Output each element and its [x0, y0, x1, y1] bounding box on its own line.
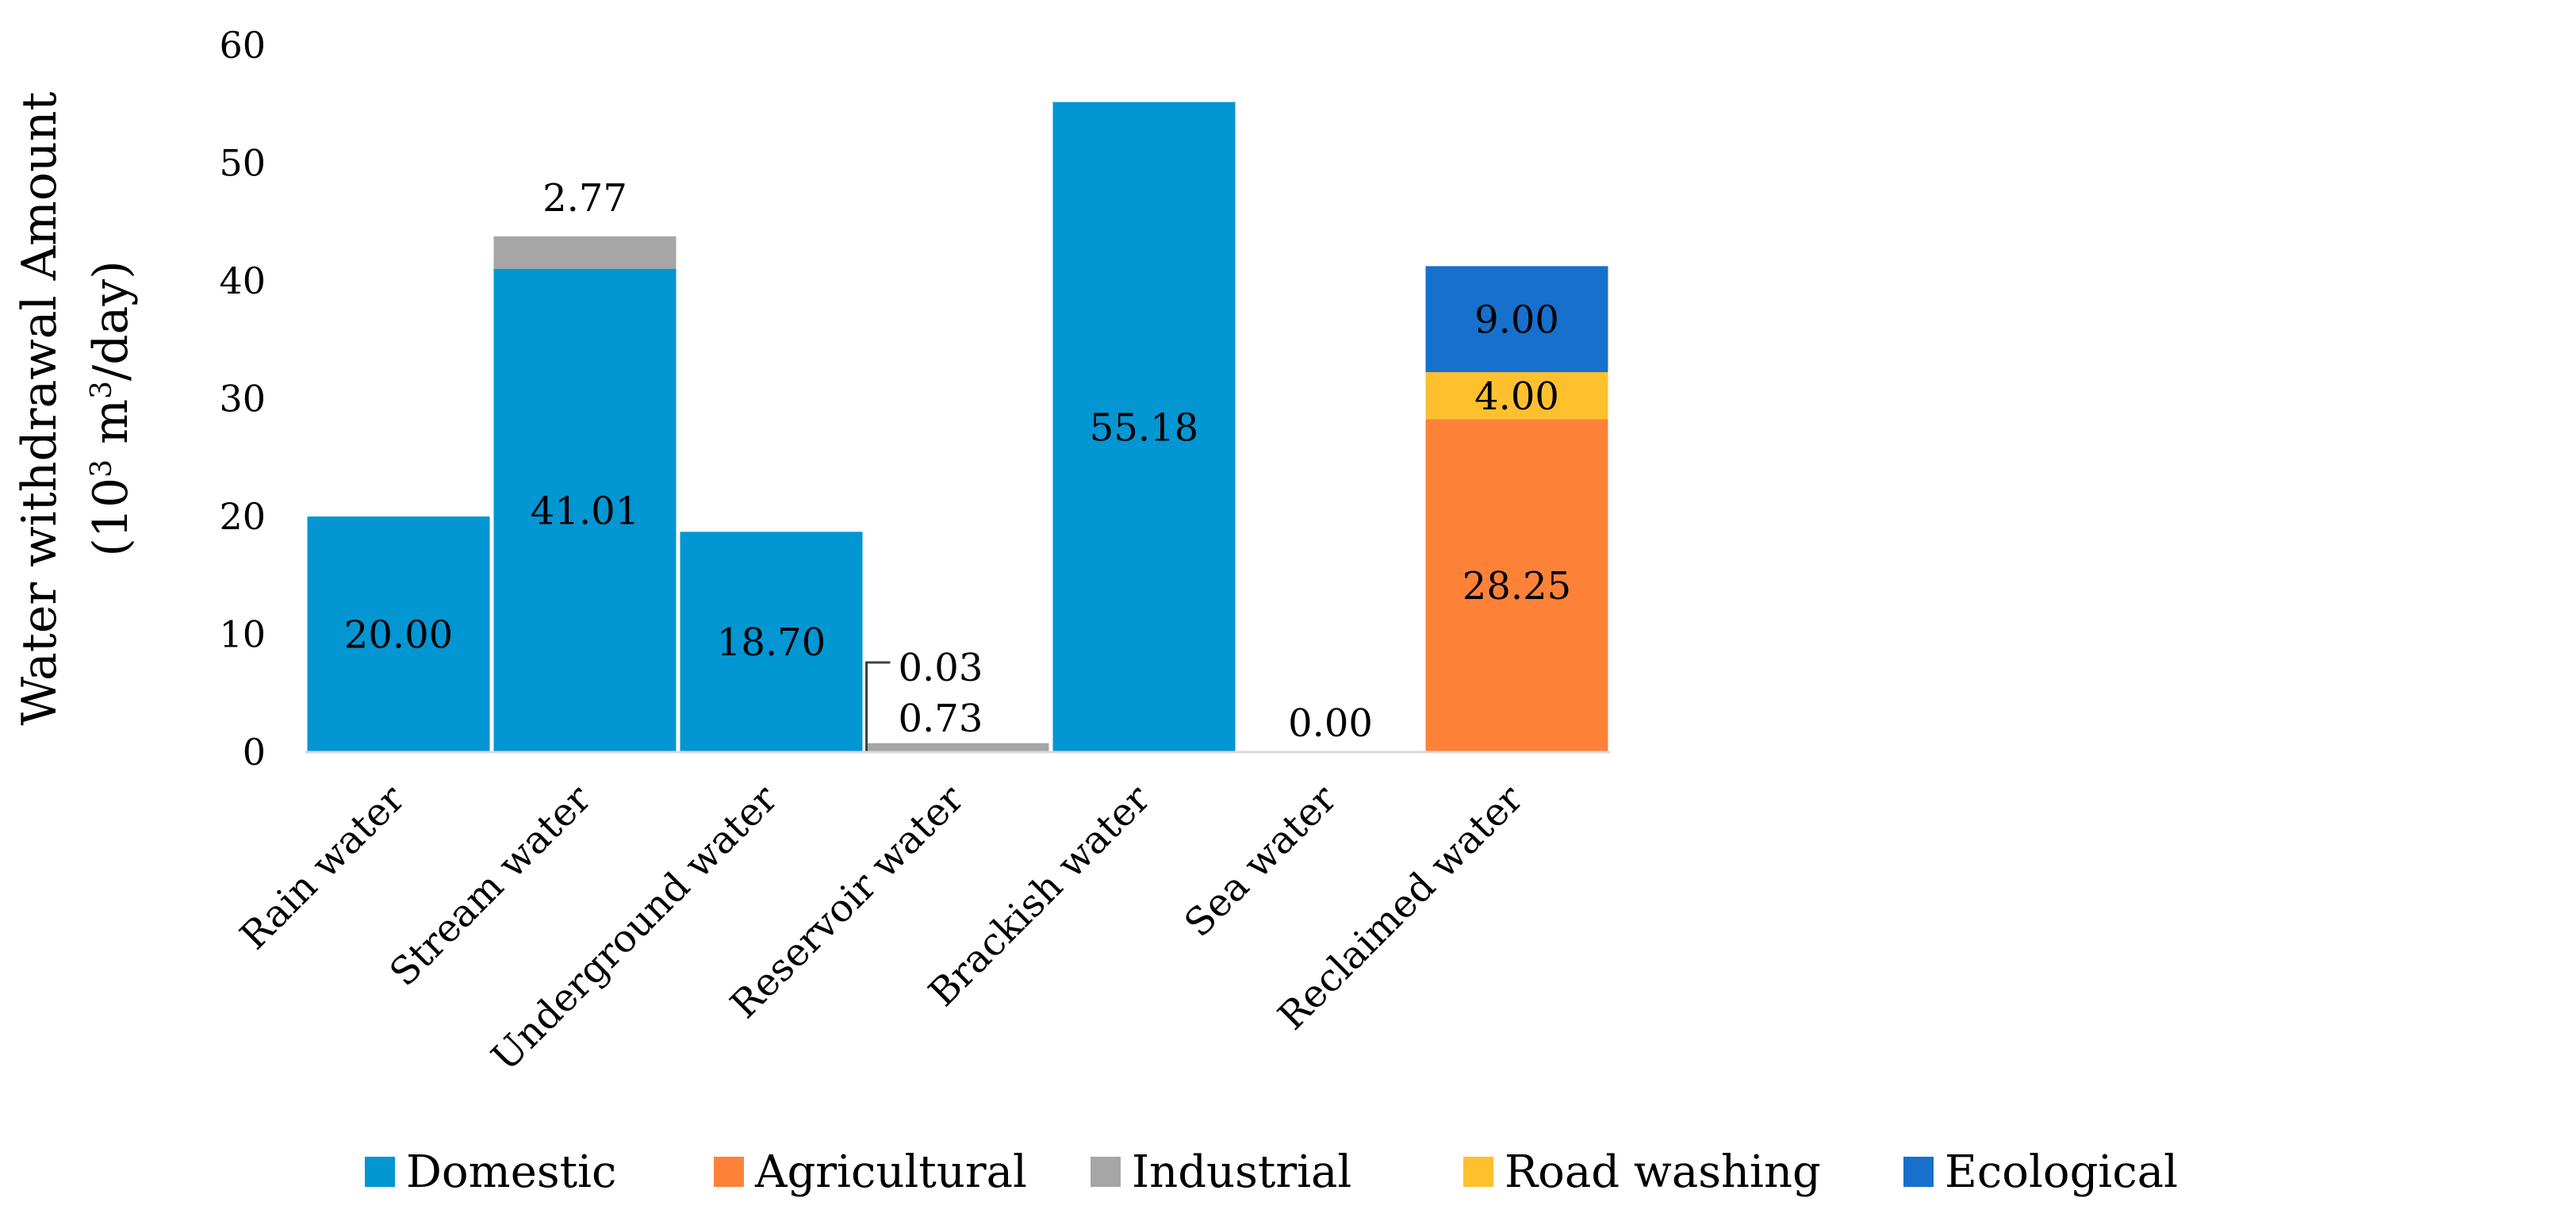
legend-swatch: [365, 1157, 395, 1187]
data-label-stream-water-domestic: 41.01: [531, 490, 639, 534]
legend-item-ecological: Ecological: [1903, 1146, 2178, 1198]
data-label-underground-water-domestic: 18.70: [717, 620, 826, 665]
legend-label: Agricultural: [754, 1146, 1027, 1198]
bar-reclaimed-water-agricultural: [1425, 419, 1608, 752]
bar-reclaimed-water-ecological: [1425, 266, 1608, 373]
data-labels: 20.00 41.01 2.77 18.70 0.03 0.73 55.18 0.00 28.2…: [344, 176, 1571, 752]
legend-item-domestic: Domestic: [365, 1146, 616, 1198]
legend-item-road-washing: Road washing: [1463, 1146, 1821, 1198]
legend-label: Ecological: [1945, 1146, 2178, 1198]
legend-label: Domestic: [406, 1146, 616, 1198]
legend-swatch: [1091, 1157, 1121, 1187]
data-label-stream-water-industrial: 2.77: [542, 176, 627, 221]
bar-stream-water-domestic: [493, 269, 677, 753]
legend-label: Industrial: [1132, 1146, 1351, 1198]
data-label-rain-water-domestic: 20.00: [344, 613, 453, 658]
bar-reclaimed-water-road-washing: [1425, 372, 1608, 420]
data-label-reclaimed-water-ecological: 9.00: [1474, 298, 1559, 342]
data-label-reclaimed-water-agricultural: 28.25: [1462, 564, 1571, 609]
y-axis-title: Water withdrawal Amount (103 m3/day): [12, 92, 139, 726]
y-axis-title-line2: (103 m3/day): [83, 260, 139, 556]
data-label-reservoir-water-industrial: 0.73: [899, 697, 983, 741]
y-tick-label: 20: [219, 495, 266, 538]
bar-brackish-water-domestic: [1052, 102, 1236, 752]
legend-label: Road washing: [1505, 1146, 1821, 1198]
data-label-sea-water-domestic: 0.00: [1288, 701, 1373, 746]
category-label-stream-water: Stream water: [381, 777, 600, 995]
legend-swatch: [1463, 1157, 1493, 1187]
y-axis-title-line1: Water withdrawal Amount: [12, 92, 67, 726]
data-label-reservoir-water-domestic: 0.03: [899, 646, 983, 690]
leader-line-reservoir-domestic: [865, 661, 891, 752]
category-label-sea-water: Sea water: [1176, 777, 1345, 946]
bar-stream-water-industrial: [493, 236, 677, 270]
y-tick-label: 10: [219, 613, 266, 656]
y-tick-label: 30: [219, 378, 266, 420]
y-tick-label: 40: [219, 259, 266, 302]
category-label-rain-water: Rain water: [232, 777, 413, 958]
data-label-brackish-water-domestic: 55.18: [1090, 405, 1198, 450]
y-tick-label: 0: [243, 731, 266, 774]
legend-swatch: [714, 1157, 744, 1187]
legend-item-agricultural: Agricultural: [714, 1146, 1027, 1198]
bar-reservoir-water-industrial: [866, 743, 1049, 752]
legend: Domestic Agricultural Industrial Road washi…: [365, 1146, 2178, 1198]
y-tick-label: 50: [219, 142, 266, 185]
y-tick-label: 60: [219, 24, 266, 67]
bar-rain-water-domestic: [307, 516, 490, 752]
y-axis-ticks: 0 10 20 30 40 50 60: [219, 24, 266, 774]
bars: [307, 102, 1608, 753]
legend-swatch: [1903, 1157, 1934, 1187]
data-label-reclaimed-water-road-washing: 4.00: [1474, 374, 1559, 419]
bar-underground-water-domestic: [680, 532, 863, 752]
legend-item-industrial: Industrial: [1091, 1146, 1351, 1198]
